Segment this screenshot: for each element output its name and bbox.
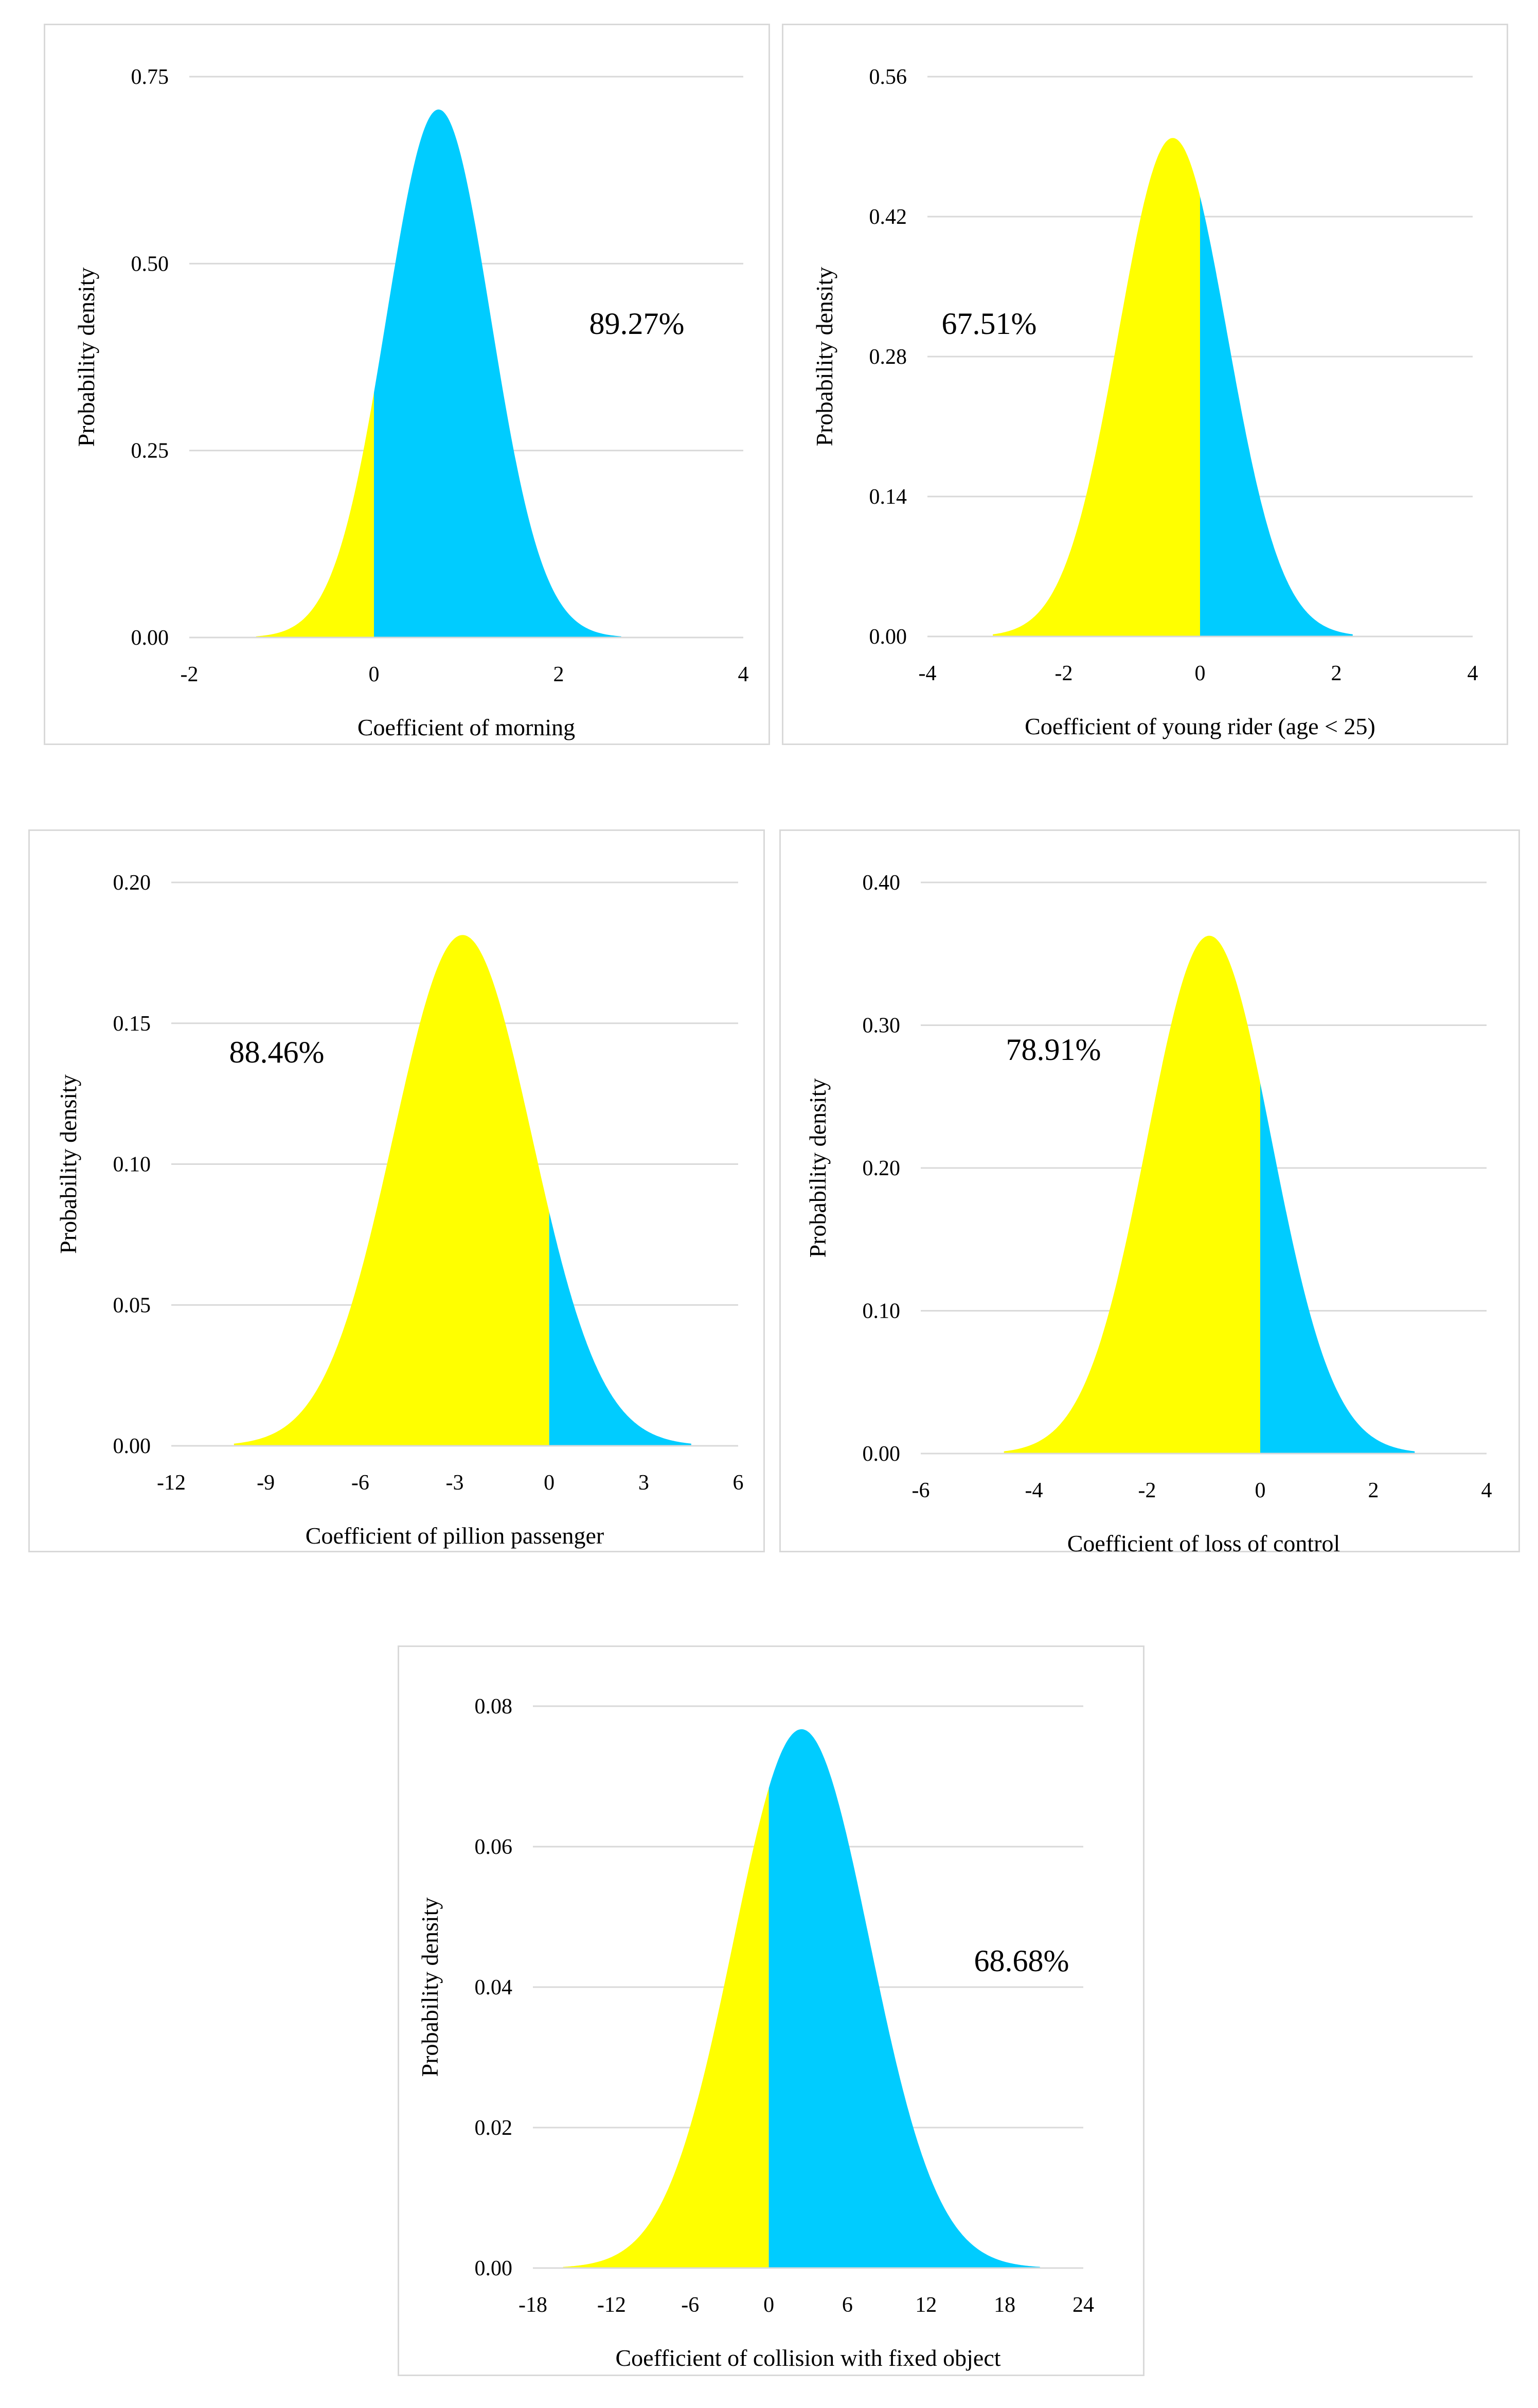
x-tick-label: -9 bbox=[257, 1471, 275, 1495]
x-tick-label: -4 bbox=[1025, 1479, 1043, 1502]
y-tick-label: 0.20 bbox=[113, 871, 151, 895]
x-tick-label: 6 bbox=[733, 1471, 744, 1495]
y-tick-label: 0.06 bbox=[475, 1835, 513, 1859]
chart-svg-young-rider: 0.00 0.14 0.28 0.42 0.56 -4 -2 0 2 4 Coefficient o… bbox=[811, 65, 1478, 739]
y-axis-label: Probability density bbox=[55, 1074, 81, 1254]
x-axis-label: Coefficient of pillion passenger bbox=[306, 1522, 604, 1549]
y-tick-label: 0.50 bbox=[131, 252, 169, 276]
x-tick-label: 2 bbox=[1368, 1479, 1379, 1502]
y-tick-label: 0.02 bbox=[475, 2116, 513, 2140]
x-tick-label: -12 bbox=[157, 1471, 186, 1495]
y-tick-label: 0.40 bbox=[863, 871, 901, 895]
x-tick-label: 4 bbox=[1481, 1479, 1492, 1502]
y-tick-label: 0.00 bbox=[475, 2257, 513, 2280]
chart-svg-collision-fixed-object: 0.00 0.02 0.04 0.06 0.08 -18 -12 -6 0 6 12 18 24 Coef… bbox=[417, 1695, 1094, 2371]
x-tick-label: -18 bbox=[518, 2293, 547, 2317]
chart-panel-young-rider: 0.00 0.14 0.28 0.42 0.56 -4 -2 0 2 4 Coefficient o… bbox=[782, 24, 1508, 745]
x-tick-label: 4 bbox=[1468, 662, 1478, 685]
y-tick-label: 0.14 bbox=[869, 485, 907, 509]
y-axis-label: Probability density bbox=[811, 267, 837, 447]
x-tick-label: 0 bbox=[369, 663, 380, 686]
x-tick-label: 6 bbox=[842, 2293, 853, 2317]
positive-area bbox=[1260, 1083, 1415, 1454]
x-tick-label: 4 bbox=[738, 663, 749, 686]
y-tick-label: 0.05 bbox=[113, 1294, 151, 1317]
negative-area bbox=[563, 1788, 769, 2268]
x-tick-label: -6 bbox=[912, 1479, 930, 1502]
x-tick-label: 2 bbox=[1331, 662, 1342, 685]
positive-area bbox=[374, 109, 621, 638]
x-tick-label: -6 bbox=[681, 2293, 699, 2317]
y-tick-label: 0.56 bbox=[869, 65, 907, 89]
y-tick-label: 0.00 bbox=[113, 1435, 151, 1458]
percentage-annotation: 78.91% bbox=[1006, 1033, 1101, 1067]
x-tick-label: 2 bbox=[553, 663, 564, 686]
positive-area bbox=[768, 1729, 1040, 2268]
y-tick-label: 0.75 bbox=[131, 65, 169, 89]
x-tick-label: -6 bbox=[351, 1471, 369, 1495]
y-tick-label: 0.10 bbox=[113, 1153, 151, 1177]
x-tick-label: 0 bbox=[1195, 662, 1206, 685]
negative-area bbox=[234, 935, 549, 1446]
y-tick-label: 0.10 bbox=[863, 1300, 901, 1323]
positive-area bbox=[1200, 197, 1353, 636]
y-tick-label: 0.15 bbox=[113, 1012, 151, 1036]
x-tick-label: 18 bbox=[994, 2293, 1015, 2317]
x-tick-label: 3 bbox=[638, 1471, 649, 1495]
x-axis-label: Coefficient of morning bbox=[357, 714, 575, 740]
y-axis-label: Probability density bbox=[73, 268, 99, 447]
y-tick-label: 0.00 bbox=[131, 626, 169, 650]
negative-area bbox=[256, 392, 374, 638]
y-axis-label: Probability density bbox=[417, 1898, 443, 2077]
x-tick-label: -2 bbox=[181, 663, 199, 686]
percentage-annotation: 68.68% bbox=[974, 1944, 1069, 1978]
percentage-annotation: 88.46% bbox=[229, 1035, 325, 1069]
x-tick-label: 24 bbox=[1072, 2293, 1094, 2317]
y-tick-label: 0.08 bbox=[475, 1695, 513, 1719]
percentage-annotation: 89.27% bbox=[589, 307, 685, 341]
x-tick-label: -4 bbox=[919, 662, 937, 685]
x-tick-label: 0 bbox=[763, 2293, 774, 2317]
y-tick-label: 0.30 bbox=[863, 1014, 901, 1038]
percentage-annotation: 67.51% bbox=[942, 307, 1037, 341]
y-tick-label: 0.20 bbox=[863, 1157, 901, 1180]
y-tick-label: 0.04 bbox=[475, 1976, 513, 1999]
chart-panel-morning: 0.00 0.25 0.50 0.75 -2 0 2 4 Coefficient of morn… bbox=[44, 24, 770, 745]
x-axis-label: Coefficient of young rider (age < 25) bbox=[1025, 713, 1375, 739]
x-axis-label: Coefficient of collision with fixed obje… bbox=[615, 2345, 1000, 2371]
chart-svg-morning: 0.00 0.25 0.50 0.75 -2 0 2 4 Coefficient of morn… bbox=[73, 65, 749, 740]
positive-area bbox=[549, 1212, 691, 1446]
y-axis-label: Probability density bbox=[804, 1078, 831, 1258]
chart-panel-collision-fixed-object: 0.00 0.02 0.04 0.06 0.08 -18 -12 -6 0 6 12 18 24 Coef… bbox=[398, 1645, 1144, 2376]
negative-area bbox=[993, 138, 1200, 636]
y-tick-label: 0.25 bbox=[131, 439, 169, 463]
x-tick-label: 12 bbox=[915, 2293, 937, 2317]
y-tick-label: 0.28 bbox=[869, 345, 907, 369]
x-tick-label: -2 bbox=[1055, 662, 1073, 685]
y-tick-label: 0.00 bbox=[863, 1442, 901, 1466]
chart-panel-pillion-passenger: 0.00 0.05 0.10 0.15 0.20 -12 -9 -6 -3 0 3 6 Coeffici… bbox=[28, 829, 765, 1552]
x-tick-label: -2 bbox=[1138, 1479, 1156, 1502]
x-axis-label: Coefficient of loss of control bbox=[1067, 1530, 1340, 1554]
chart-svg-pillion-passenger: 0.00 0.05 0.10 0.15 0.20 -12 -9 -6 -3 0 3 6 Coeffici… bbox=[55, 871, 744, 1549]
x-tick-label: 0 bbox=[1255, 1479, 1266, 1502]
x-tick-label: -12 bbox=[597, 2293, 626, 2317]
x-tick-label: -3 bbox=[446, 1471, 464, 1495]
chart-svg-loss-of-control: 0.00 0.10 0.20 0.30 0.40 -6 -4 -2 0 2 4 Coefficient… bbox=[804, 871, 1492, 1554]
y-tick-label: 0.42 bbox=[869, 205, 907, 229]
x-tick-label: 0 bbox=[544, 1471, 555, 1495]
y-tick-label: 0.00 bbox=[869, 625, 907, 649]
negative-area bbox=[1004, 935, 1260, 1454]
chart-panel-loss-of-control: 0.00 0.10 0.20 0.30 0.40 -6 -4 -2 0 2 4 Coefficient… bbox=[779, 829, 1520, 1554]
